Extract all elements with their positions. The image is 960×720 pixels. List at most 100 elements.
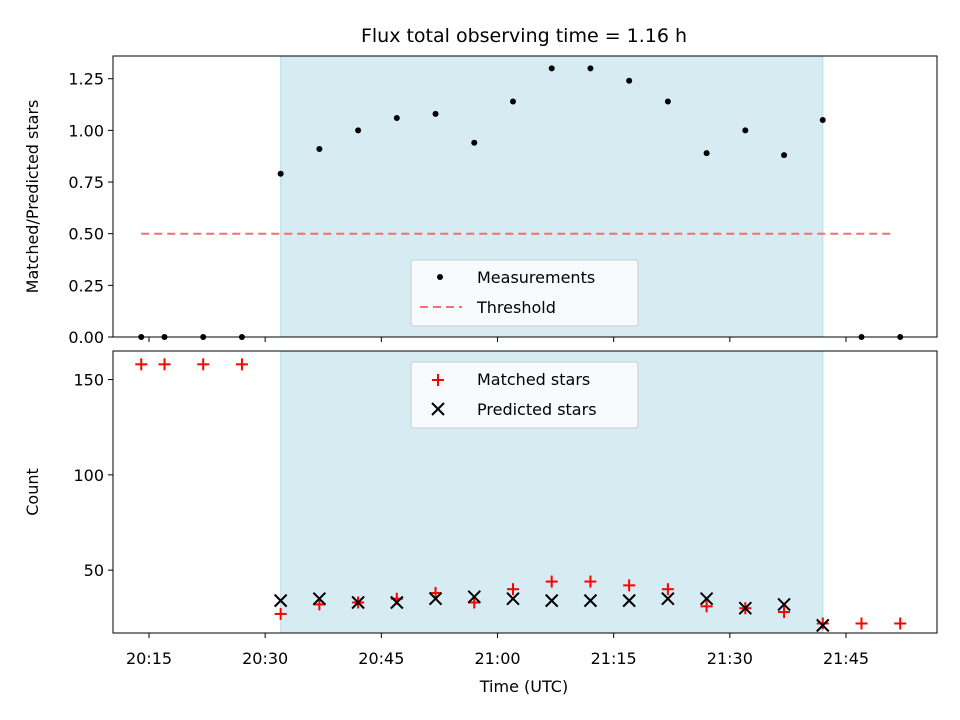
legend-label-threshold: Threshold [476, 298, 556, 317]
matched-star-point [816, 617, 829, 630]
predicted-star-point [312, 591, 327, 606]
legend-label-measurements: Measurements [477, 268, 595, 287]
measurement-point [355, 127, 362, 134]
x-axis [148, 633, 847, 638]
legend-box [410, 259, 639, 327]
y-tick-label: 0.50 [68, 225, 104, 244]
x-axis [148, 337, 847, 342]
cross-b [583, 593, 598, 608]
legend-label-matched: Matched stars [477, 370, 590, 389]
y-axis-label: Matched/Predicted stars [23, 100, 42, 294]
cross-b [506, 591, 520, 606]
y-tick-label: 0.25 [68, 276, 104, 295]
predicted-star-point [506, 591, 520, 606]
measurement-point [138, 334, 145, 340]
cross-b [390, 595, 404, 610]
bottom-panel: 50 100 150 Count 20:15 20:30 20:45 21:00 21:15 21… [23, 350, 938, 696]
measurement-point [509, 98, 516, 105]
predicted-star-point [351, 595, 365, 610]
predicted-star-point [390, 595, 404, 610]
cross-b [622, 593, 636, 608]
measurement-point [471, 139, 478, 146]
plot-frame [112, 350, 938, 634]
predicted-star-point [738, 601, 753, 615]
legend-bottom: Matched stars Predicted stars [410, 361, 639, 429]
matched-star-point [274, 607, 287, 620]
matched-star-point [623, 579, 636, 592]
cross-b [467, 590, 481, 604]
x-tick-label: 20:30 [242, 649, 288, 668]
y-tick-label: 0.00 [68, 328, 104, 347]
measurement-point [664, 98, 671, 105]
cross-b [661, 591, 675, 606]
cross-b [431, 402, 445, 416]
matched-star-point [545, 575, 558, 588]
measurement-point [587, 65, 594, 72]
legend-top: Measurements Threshold [410, 259, 639, 327]
predicted-stars-series [273, 590, 830, 633]
y-tick-label: 0.75 [68, 173, 104, 192]
predicted-star-point [273, 593, 288, 608]
matched-star-point [468, 596, 481, 609]
matched-star-point [506, 583, 519, 596]
y-tick-label: 100 [73, 466, 104, 485]
measurement-point [316, 145, 323, 152]
matched-star-point [894, 617, 907, 630]
legend-label-predicted: Predicted stars [477, 400, 597, 419]
legend-marker-matched [432, 374, 444, 386]
predicted-star-point [777, 597, 791, 612]
matched-star-point [700, 600, 713, 613]
legend-marker-measurements [437, 274, 443, 280]
measurement-point [200, 334, 207, 340]
predicted-star-point [622, 593, 636, 608]
y-tick-label: 1.25 [68, 70, 104, 89]
legend-box [410, 361, 639, 429]
matched-star-point [429, 586, 442, 599]
x-tick-label: 21:15 [591, 649, 637, 668]
cross-b [351, 595, 365, 610]
matched-star-point [313, 598, 326, 611]
predicted-star-point [699, 591, 714, 606]
matched-star-point [584, 575, 597, 588]
matched-star-point [661, 583, 674, 596]
y-tick-label: 1.00 [68, 121, 104, 140]
chart-title: Flux total observing time = 1.16 h [361, 25, 687, 47]
top-panel: 0.00 0.25 0.50 0.75 1.00 1.25 Matched/Predicte… [23, 55, 938, 347]
measurement-point [781, 152, 788, 159]
predicted-star-point [428, 591, 443, 606]
y-tick-label: 50 [84, 561, 104, 580]
measurement-point [238, 334, 245, 340]
measurements-series [138, 65, 904, 340]
y-axis-label: Count [23, 468, 42, 516]
x-tick-label: 21:45 [823, 649, 869, 668]
x-tick-label: 21:00 [474, 649, 520, 668]
measurement-point [703, 150, 710, 157]
y-axis: 0.00 0.25 0.50 0.75 1.00 1.25 [68, 70, 113, 347]
cross-b [777, 597, 791, 612]
predicted-star-point [545, 593, 559, 608]
predicted-star-point [661, 591, 675, 606]
predicted-star-point [583, 593, 598, 608]
measurement-point [393, 114, 400, 121]
matched-star-point [235, 358, 248, 371]
cross-b [428, 591, 443, 606]
cross-b [699, 591, 714, 606]
matched-star-point [778, 606, 791, 619]
matched-star-point [135, 358, 148, 371]
measurement-point [548, 65, 555, 72]
measurement-point [277, 170, 284, 177]
matched-star-point [158, 358, 171, 371]
legend-marker-predicted [431, 402, 445, 416]
y-axis: 50 100 150 [73, 371, 113, 580]
x-axis-label: Time (UTC) [479, 677, 568, 696]
measurement-point [897, 334, 904, 340]
cross-b [312, 591, 327, 606]
measurement-point [161, 334, 168, 340]
x-tick-label: 21:30 [707, 649, 753, 668]
x-tick-label: 20:45 [358, 649, 404, 668]
measurement-point [626, 77, 633, 84]
x-tick-label: 20:15 [126, 649, 172, 668]
cross-b [738, 601, 753, 615]
matched-star-point [855, 617, 868, 630]
